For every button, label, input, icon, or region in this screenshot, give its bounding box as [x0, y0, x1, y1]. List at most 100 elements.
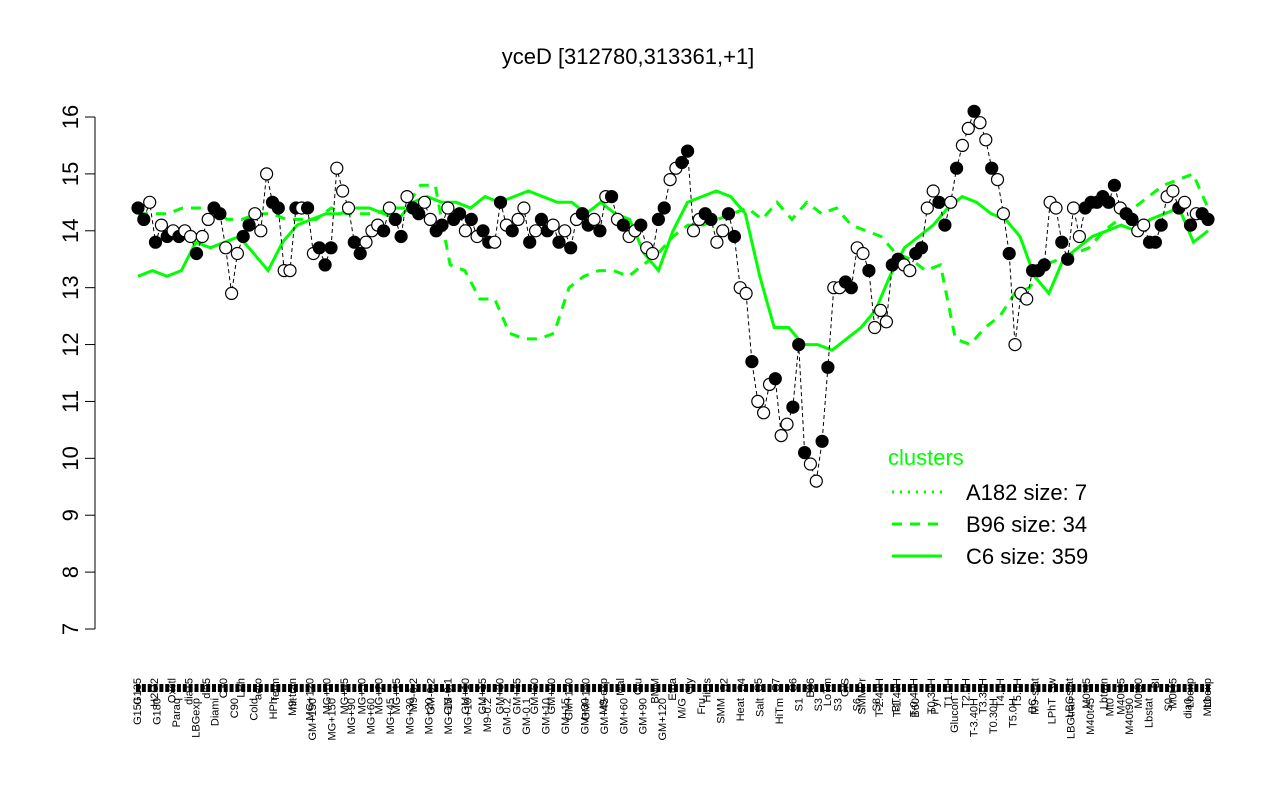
x-tick-label: dia5	[201, 678, 213, 699]
x-tick-label: GM+150	[581, 678, 593, 721]
data-point	[382, 201, 396, 215]
data-point	[756, 406, 771, 420]
x-tick-label: S8	[871, 698, 883, 711]
x-tick-label: GM+60	[529, 678, 541, 714]
data-point	[774, 429, 788, 443]
y-tick-label: 8	[58, 566, 83, 578]
cluster-lines	[137, 171, 1210, 352]
x-tick-label: Lbexp	[1185, 678, 1197, 708]
y-tick-label: 16	[58, 105, 83, 129]
data-point	[225, 286, 239, 300]
data-point	[675, 155, 689, 170]
data-point	[780, 417, 794, 431]
x-tick-label: BT	[891, 698, 903, 712]
x-tick-label: M0t45	[1167, 678, 1179, 709]
x-tick-label: T5.0H	[1007, 698, 1019, 728]
y-tick-label: 12	[58, 332, 83, 356]
data-points	[131, 104, 1215, 488]
data-point	[786, 400, 800, 414]
x-tick-label: Salt	[754, 698, 766, 717]
data-point	[616, 218, 630, 232]
data-point	[721, 207, 736, 221]
x-tick-label: HiOs	[701, 678, 713, 703]
data-point	[330, 161, 344, 175]
data-point	[493, 195, 508, 209]
x-tick-label: MG+90	[346, 698, 358, 734]
x-tick-label: S4	[736, 678, 748, 691]
x-tick-label: LoTm	[822, 678, 834, 706]
data-point	[710, 235, 724, 249]
x-tick-label: M9-exp	[598, 678, 610, 715]
x-tick-label: T5.0H	[1012, 678, 1024, 708]
data-point	[1002, 246, 1016, 261]
x-tick-label: M9-tran	[287, 678, 299, 716]
data-point	[377, 224, 391, 238]
cluster-line	[138, 171, 1210, 347]
data-point	[604, 190, 619, 204]
legend-label-b96: B96 size: 34	[966, 512, 1087, 537]
data-point	[131, 201, 145, 215]
x-tick-label: HiTm	[774, 698, 786, 724]
x-tick-label: Lbexp	[1202, 678, 1214, 708]
x-tick-label: Mt0	[1202, 698, 1214, 716]
data-point	[663, 173, 677, 187]
x-tick-label: T3.30H	[978, 678, 990, 714]
x-tick-label: M0t45	[1081, 678, 1093, 709]
x-tick-label: S0	[1163, 698, 1175, 711]
data-point	[634, 218, 648, 232]
x-tick-label: T4.0H	[995, 678, 1007, 708]
data-point	[944, 195, 958, 209]
x-tick-label: MG+30	[356, 678, 368, 714]
x-tick-label: Heat	[735, 698, 747, 721]
data-point	[797, 446, 812, 460]
chart-title: yceD [312780,313361,+1]	[502, 44, 755, 69]
data-point	[1066, 201, 1081, 215]
x-tick-label: MG+15	[443, 698, 455, 734]
data-point	[213, 207, 227, 221]
data-point	[704, 212, 718, 226]
data-point	[219, 241, 233, 255]
x-tick-label: Lbstat	[1144, 698, 1156, 728]
data-point	[464, 212, 478, 226]
data-point	[435, 218, 449, 232]
data-point	[844, 281, 858, 295]
data-point	[511, 212, 525, 226]
data-point	[412, 207, 426, 221]
data-point	[558, 224, 572, 238]
data-point	[230, 246, 244, 261]
x-tick-label: S5	[753, 678, 765, 691]
x-tick-label: GM+120	[563, 678, 575, 721]
data-point	[453, 207, 467, 221]
x-tick-label: LBGtran	[1066, 698, 1078, 739]
x-tick-label: GM-0.1	[521, 698, 533, 735]
data-point	[680, 144, 695, 158]
x-tick-label: nit	[288, 698, 300, 710]
x-tick-label: T-2.40H	[874, 678, 886, 717]
data-point	[1166, 184, 1180, 198]
x-tick-label: G135	[132, 678, 144, 705]
data-point	[1107, 178, 1122, 192]
x-tick-label: T0.30H	[926, 678, 938, 714]
x-tick-label: S1	[793, 698, 805, 711]
data-point	[868, 320, 882, 335]
x-tick-label: S7	[770, 678, 782, 691]
data-point	[1201, 212, 1215, 226]
data-point	[260, 167, 274, 181]
x-tick-label: M0t90	[1133, 678, 1145, 709]
data-point	[575, 207, 590, 221]
x-tick-label: GM+90	[638, 698, 650, 734]
data-point	[973, 116, 987, 130]
data-point	[815, 434, 829, 448]
y-tick-label: 13	[58, 275, 83, 299]
data-point	[587, 212, 601, 226]
x-tick-label: G180	[151, 698, 163, 725]
x-tick-label: GM+10	[540, 698, 552, 734]
data-point	[236, 229, 250, 244]
x-tick-label: dia0	[1182, 698, 1194, 719]
data-point	[1154, 218, 1168, 232]
x-tick-label: Oxctl	[166, 678, 178, 703]
data-point	[347, 235, 361, 249]
data-point	[949, 161, 964, 175]
x-tick-label: M40t45	[1116, 678, 1128, 715]
x-tick-label: MG+20	[424, 698, 436, 734]
